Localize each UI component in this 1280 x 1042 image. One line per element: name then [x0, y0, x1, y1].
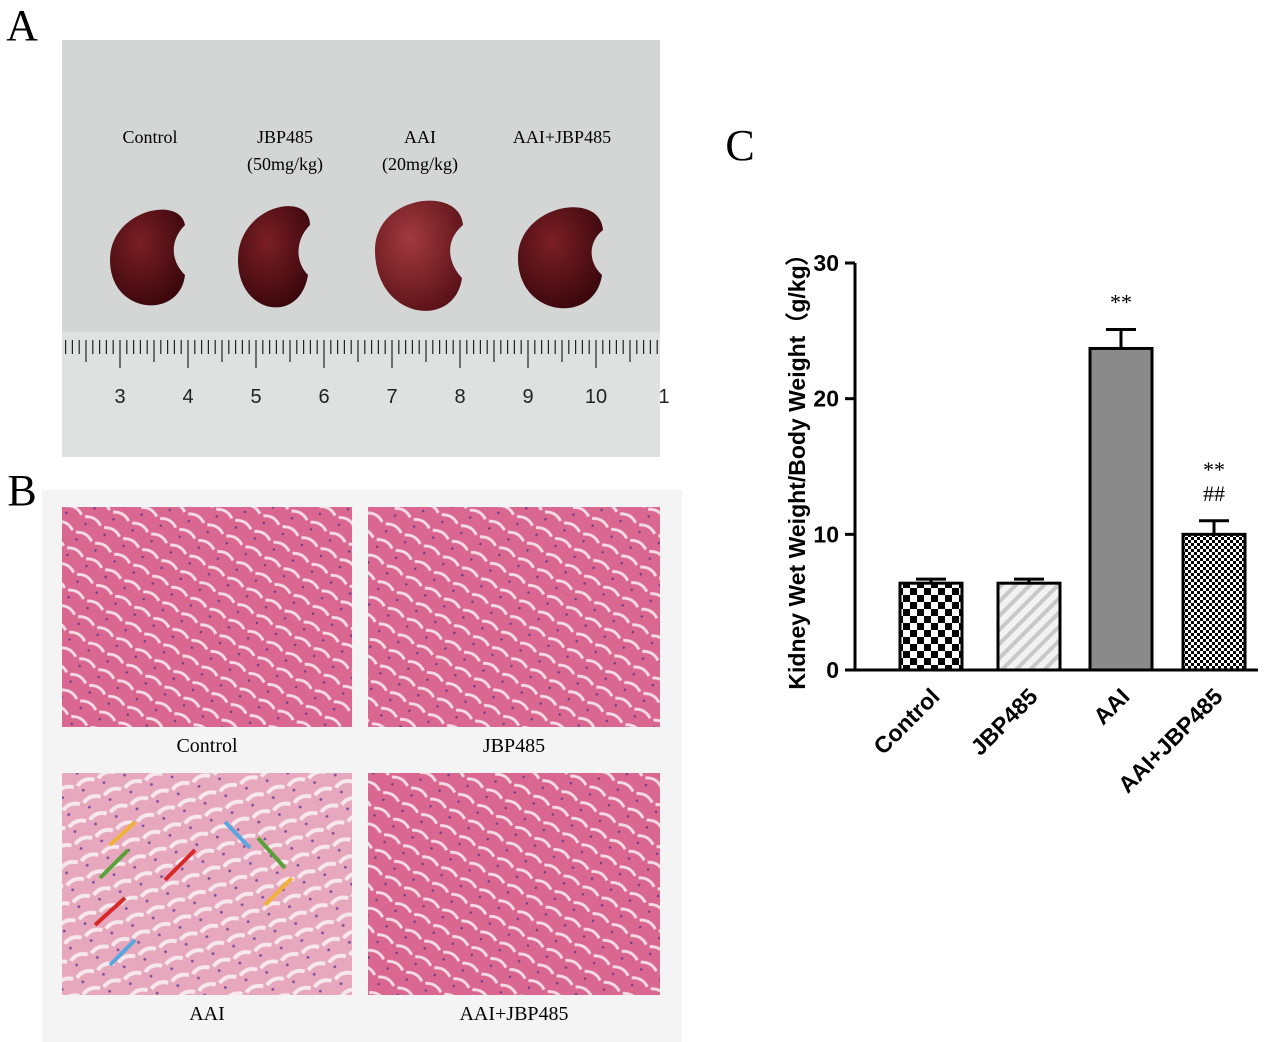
caption: Control	[176, 735, 238, 757]
ruler-label: 6	[318, 386, 329, 408]
group-label: (20mg/kg)	[382, 154, 458, 175]
panel-label: A	[6, 1, 38, 50]
group-label: AAI+JBP485	[513, 127, 611, 147]
group-label: (50mg/kg)	[247, 154, 323, 175]
kidneys	[110, 200, 603, 311]
panel-label: C	[725, 121, 754, 170]
bar	[1088, 346, 1154, 672]
x-tick-label: AAI	[1088, 683, 1134, 729]
significance-label: **	[1110, 289, 1132, 314]
arrows	[93, 820, 294, 967]
ruler-label: 3	[114, 386, 125, 408]
ruler-ticks	[64, 340, 658, 368]
y-axis-label: Kidney Wet Weight/Body Weight（g/kg）	[784, 242, 810, 689]
caption: AAI	[189, 1003, 225, 1025]
histology-image	[62, 773, 352, 995]
ruler-label: 5	[250, 386, 261, 408]
bar	[996, 581, 1062, 672]
significance-label: **	[1203, 457, 1225, 482]
ruler-label: 10	[585, 386, 607, 408]
bar	[898, 581, 964, 672]
ruler-label: 7	[386, 386, 397, 408]
caption: JBP485	[483, 735, 545, 757]
ruler-label: 1	[658, 386, 669, 408]
group-label: Control	[122, 127, 177, 147]
y-tick-label: 30	[813, 250, 839, 276]
ruler-label: 8	[454, 386, 465, 408]
y-tick-label: 0	[826, 657, 839, 683]
significance-label: ##	[1203, 481, 1225, 506]
bar	[1181, 532, 1247, 672]
ruler-label: 9	[522, 386, 533, 408]
x-tick-label: JBP485	[965, 683, 1042, 760]
histology-image	[368, 773, 660, 995]
caption: AAI+JBP485	[459, 1003, 568, 1025]
group-label: JBP485	[257, 127, 313, 147]
histology-image	[368, 507, 660, 727]
histology-image	[62, 507, 352, 727]
ruler	[62, 332, 660, 457]
x-tick-label: Control	[868, 683, 944, 759]
group-label: AAI	[404, 127, 436, 147]
panel-label: B	[7, 466, 36, 515]
y-tick-label: 10	[813, 521, 839, 547]
y-tick-label: 20	[813, 386, 839, 412]
ruler-label: 4	[182, 386, 193, 408]
